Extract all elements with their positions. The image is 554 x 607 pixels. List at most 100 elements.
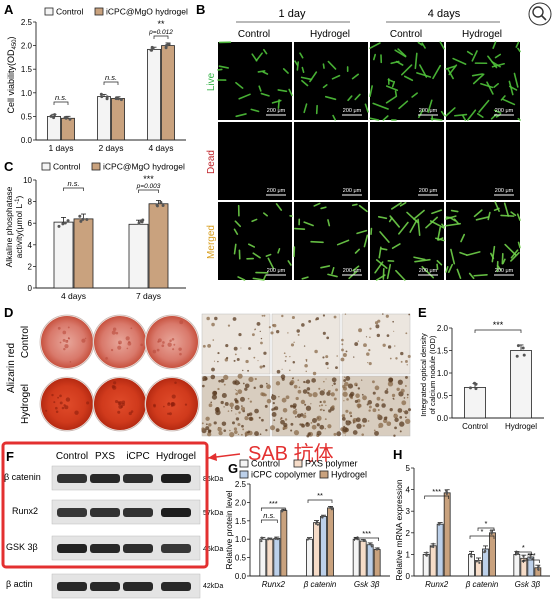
y-tick-label: 1.0 [437, 369, 449, 378]
nodule-spot [117, 411, 120, 414]
stain-deposit [235, 405, 240, 410]
sig-bracket [154, 36, 168, 39]
x-tick-label: 4 days [148, 143, 173, 153]
data-point [261, 537, 263, 539]
data-point [322, 515, 324, 517]
x-tick-label: 1 days [48, 143, 73, 153]
stain-deposit [305, 359, 307, 361]
stain-deposit [405, 332, 407, 334]
stain-deposit [281, 374, 286, 379]
stain-deposit [292, 316, 295, 319]
panel-letter-a: A [4, 2, 14, 17]
stain-deposit [375, 321, 378, 324]
stain-deposit [273, 402, 275, 404]
stain-deposit [389, 378, 393, 382]
stain-deposit [334, 316, 337, 319]
stain-deposit [228, 324, 230, 326]
stain-deposit [375, 386, 380, 391]
stain-deposit [278, 396, 279, 397]
col-header-4: Hydrogel [462, 29, 502, 40]
stain-deposit [369, 362, 372, 365]
stain-deposit [386, 315, 389, 318]
stain-deposit [356, 385, 358, 387]
x-tick-label: Runx2 [262, 580, 286, 589]
stain-deposit [276, 381, 280, 385]
stain-deposit [223, 406, 224, 407]
day-header-2: 4 days [428, 8, 461, 20]
stain-deposit [390, 422, 391, 423]
scale-label: 200 μm [267, 268, 286, 274]
stain-deposit [248, 430, 251, 433]
stain-deposit [217, 388, 219, 390]
data-point [490, 530, 492, 532]
micrograph-cell: 200 μm [218, 202, 292, 280]
data-point [331, 508, 333, 510]
stain-deposit [254, 387, 256, 389]
y-tick-label: 1.5 [235, 517, 247, 526]
stain-deposit [327, 367, 328, 368]
stain-deposit [341, 358, 345, 362]
stain-deposit [218, 380, 221, 383]
stain-deposit [241, 425, 244, 428]
data-point [162, 204, 165, 207]
legend-label-hydrogel: iCPC@MgO hydrogel [103, 162, 185, 172]
data-point [281, 510, 283, 512]
y-tick-label: 10 [23, 176, 32, 185]
blot-band [161, 544, 191, 553]
stain-deposit [325, 428, 326, 429]
data-point [52, 116, 55, 119]
stain-deposit [356, 417, 361, 422]
stain-deposit [369, 328, 371, 330]
stain-deposit [407, 364, 408, 365]
stain-deposit [367, 403, 369, 405]
legend-swatch-hydrogel [95, 8, 103, 15]
scale-label: 200 μm [343, 268, 362, 274]
stain-deposit [405, 360, 408, 363]
y-tick-label: 2 [406, 529, 411, 538]
stain-deposit [311, 378, 316, 383]
stain-deposit [336, 355, 338, 357]
stain-deposit [381, 399, 383, 401]
stain-deposit [218, 427, 219, 428]
stain-deposit [263, 352, 266, 355]
stain-deposit [361, 379, 362, 380]
zoom-icon[interactable] [529, 3, 551, 25]
sig-label: *** [432, 487, 441, 496]
stain-deposit [404, 397, 406, 399]
data-point [317, 524, 319, 526]
panel-letter-b: B [196, 2, 205, 17]
nodule-spot [81, 339, 85, 343]
data-point [260, 540, 262, 542]
stain-deposit [385, 390, 389, 394]
stain-deposit [295, 416, 297, 418]
stain-deposit [282, 398, 287, 403]
stain-deposit [262, 315, 264, 317]
y-tick-label: 4 [406, 486, 411, 495]
nodule-spot [153, 350, 157, 354]
nodule-spot [55, 407, 58, 410]
bar [444, 493, 450, 576]
nodule-spot [70, 361, 72, 363]
cell-shape [396, 91, 397, 96]
stain-deposit [403, 411, 404, 412]
y-tick-label: 0.5 [21, 112, 33, 121]
stain-deposit [241, 434, 243, 436]
stain-deposit [304, 413, 306, 415]
stain-deposit [238, 333, 241, 336]
data-point [277, 538, 279, 540]
stain-deposit [328, 409, 331, 412]
blot-band [161, 582, 191, 591]
stain-deposit [243, 383, 245, 385]
stain-deposit [377, 414, 380, 417]
stain-deposit [393, 331, 394, 332]
stain-deposit [254, 409, 259, 414]
data-point [50, 115, 53, 118]
stain-deposit [343, 379, 346, 382]
x-tick-label: 2 days [98, 143, 123, 153]
sig-bracket [475, 330, 521, 333]
stain-deposit [408, 314, 410, 316]
nodule-spot [174, 382, 177, 385]
stain-deposit [303, 381, 305, 383]
